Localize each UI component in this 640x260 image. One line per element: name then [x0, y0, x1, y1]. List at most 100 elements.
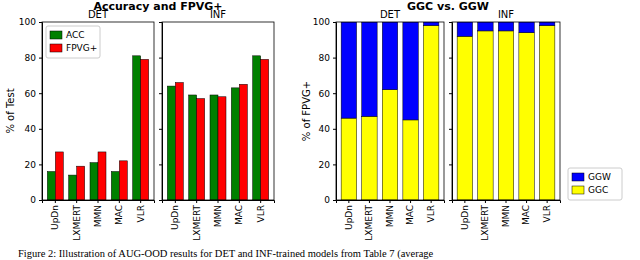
legend-box: [46, 26, 100, 58]
bar-segment: [341, 22, 356, 118]
tick-mark: [410, 200, 411, 203]
tick-mark: [333, 22, 336, 23]
y-axis-title: % of FPVG+: [301, 81, 312, 141]
y-tick: [449, 22, 452, 23]
y-axis-title: % of Test: [5, 88, 16, 133]
x-tick-label: UpDn: [344, 205, 354, 230]
tick-mark: [485, 200, 486, 203]
bar-segment: [403, 22, 418, 120]
tick-mark: [39, 164, 42, 165]
y-tick-label: 60: [25, 89, 37, 99]
tick-mark: [159, 22, 162, 23]
bar: [47, 172, 55, 200]
plot-frame: [336, 22, 444, 200]
tick-mark: [390, 200, 391, 203]
group-title: GGC vs. GGW: [407, 0, 489, 13]
bar: [197, 99, 205, 200]
y-tick: [449, 200, 452, 201]
bar: [210, 95, 218, 200]
bar: [175, 83, 183, 200]
panel-title: INF: [210, 9, 226, 20]
bar-segment: [423, 26, 438, 200]
y-axis: 020406080100: [19, 17, 43, 205]
x-tick-label: VLR: [136, 205, 146, 222]
y-tick: 80: [319, 53, 336, 63]
bar-segment: [362, 22, 377, 116]
y-tick: 100: [313, 17, 336, 27]
tick-mark: [449, 200, 452, 201]
x-tick: LXMERT: [480, 200, 490, 241]
tick-mark: [239, 200, 240, 203]
tick-mark: [449, 129, 452, 130]
x-axis: UpDnLXMERTMMNMACVLR: [163, 200, 275, 241]
bar: [141, 59, 149, 200]
axis-line: [337, 201, 445, 204]
x-axis: UpDnLXMERTMMNMACVLR: [337, 200, 445, 241]
panel: 020406080100UpDnLXMERTMMNMACVLRDET: [313, 9, 445, 241]
x-tick-label: UpDn: [50, 205, 60, 230]
y-tick-label: 20: [25, 160, 37, 170]
legend-item: ACC: [50, 30, 85, 40]
axis-line: [39, 23, 43, 201]
legend-swatch: [50, 31, 62, 39]
tick-mark: [333, 93, 336, 94]
x-tick-label: LXMERT: [192, 205, 202, 241]
y-axis: 020406080100: [313, 17, 337, 205]
x-tick: UpDn: [344, 200, 354, 230]
x-tick: MMN: [93, 200, 103, 227]
bar-segment: [478, 31, 493, 200]
y-tick: [449, 93, 452, 94]
bar: [218, 97, 226, 200]
y-tick: 100: [19, 17, 42, 27]
x-tick: MMN: [213, 200, 223, 227]
legend-label: GGC: [588, 185, 608, 195]
y-tick: [159, 164, 162, 165]
y-tick: 40: [319, 124, 336, 134]
legend-swatch: [572, 173, 584, 181]
tick-mark: [506, 200, 507, 203]
bar: [253, 56, 261, 200]
bar: [261, 59, 269, 200]
y-tick: [159, 129, 162, 130]
x-tick-label: MMN: [213, 205, 223, 227]
x-tick: MAC: [405, 200, 415, 225]
tick-mark: [159, 164, 162, 165]
y-tick-label: 20: [319, 160, 331, 170]
bars: [341, 22, 439, 200]
legend-item: GGW: [572, 172, 611, 182]
legend-label: ACC: [66, 30, 85, 40]
x-tick-label: MAC: [234, 205, 244, 225]
bar: [167, 86, 175, 200]
legend-item: GGC: [572, 185, 608, 195]
axis-line: [453, 201, 561, 204]
x-tick: UpDn: [170, 200, 180, 230]
x-axis: UpDnLXMERTMMNMACVLR: [453, 200, 561, 241]
panel: 020406080100UpDnLXMERTMMNMACVLRDETACCFPV…: [19, 9, 155, 241]
bar-segment: [539, 22, 554, 26]
axis-line: [43, 201, 155, 204]
y-tick-label: 100: [19, 17, 36, 27]
axis-line: [449, 23, 453, 201]
x-tick-label: MAC: [521, 205, 531, 225]
tick-mark: [431, 200, 432, 203]
y-tick: 40: [25, 124, 42, 134]
bar-segment: [423, 22, 438, 26]
caption: Figure 2: Illustration of AUG-OOD result…: [18, 248, 434, 260]
tick-mark: [526, 200, 527, 203]
tick-mark: [449, 58, 452, 59]
x-tick: MMN: [501, 200, 511, 227]
panel-title: INF: [498, 9, 514, 20]
bar-segment: [519, 22, 534, 33]
x-tick-label: MAC: [114, 205, 124, 225]
bar: [98, 152, 106, 200]
x-tick-label: MAC: [405, 205, 415, 225]
figure: Accuracy and FPVG+GGC vs. GGW02040608010…: [0, 0, 640, 260]
plot-frame: [42, 22, 154, 200]
y-tick: 80: [25, 53, 42, 63]
axis-line: [159, 23, 163, 201]
x-tick-label: MMN: [385, 205, 395, 227]
y-tick: 60: [25, 89, 42, 99]
bar-segment: [457, 36, 472, 200]
tick-mark: [369, 200, 370, 203]
y-tick-label: 80: [319, 53, 331, 63]
